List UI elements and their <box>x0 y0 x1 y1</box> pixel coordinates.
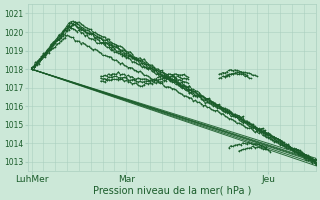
X-axis label: Pression niveau de la mer( hPa ): Pression niveau de la mer( hPa ) <box>92 186 251 196</box>
